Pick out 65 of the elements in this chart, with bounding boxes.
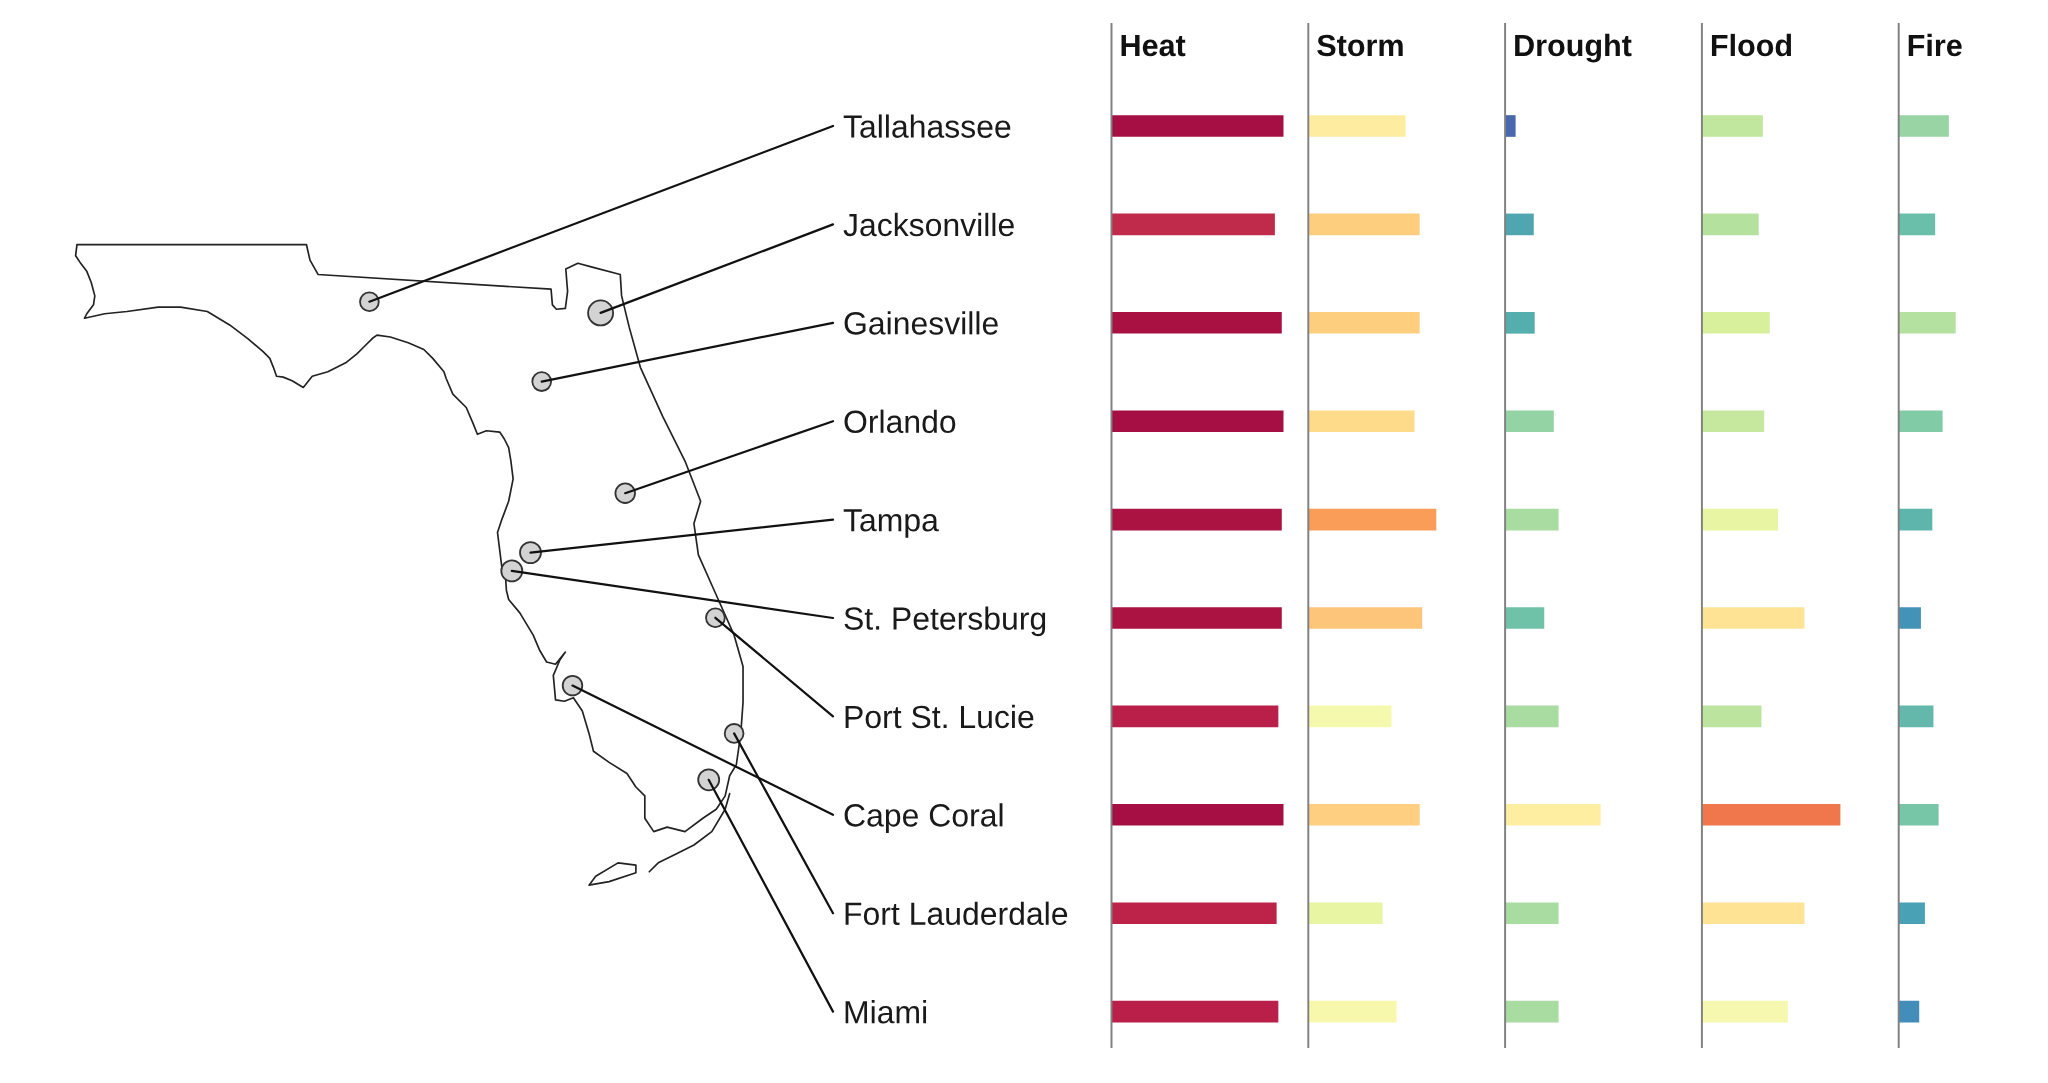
bar <box>1898 902 1925 925</box>
bar <box>1308 1000 1397 1023</box>
bar <box>1308 508 1437 531</box>
bar <box>1505 803 1601 826</box>
chart-title: Heat <box>1121 34 1186 57</box>
bar <box>1701 115 1763 137</box>
y-tick-label: Gainesville <box>844 311 998 335</box>
bar <box>1701 311 1770 334</box>
bar <box>1308 803 1420 826</box>
bar <box>1505 705 1559 728</box>
y-tick-label: Port St. Lucie <box>845 704 1034 729</box>
y-tick-label: St. Petersburg <box>844 606 1046 637</box>
bar <box>1898 1000 1920 1023</box>
bar <box>1701 410 1765 433</box>
bar <box>1308 115 1406 137</box>
bar <box>1898 705 1934 728</box>
bar <box>1898 213 1936 236</box>
bar <box>1505 1000 1559 1023</box>
y-tick-label: Miami <box>845 1000 927 1024</box>
bar <box>1111 902 1277 925</box>
bar <box>1701 803 1841 826</box>
bar <box>1701 607 1805 629</box>
bar <box>1111 705 1279 728</box>
y-tick-label: Orlando <box>844 409 956 434</box>
bar <box>1505 311 1535 334</box>
bar <box>1701 705 1762 728</box>
bar <box>1111 1000 1279 1023</box>
bar <box>1308 902 1383 925</box>
bar <box>1308 213 1420 236</box>
bar <box>1505 607 1545 629</box>
bar <box>1111 508 1282 531</box>
bar <box>1111 115 1284 137</box>
bar <box>1701 1000 1788 1023</box>
y-tick-label: Jacksonville <box>843 212 1014 237</box>
bar <box>1505 508 1559 531</box>
bar <box>1898 803 1939 826</box>
bar <box>1308 311 1420 334</box>
bar <box>1111 213 1275 236</box>
bar <box>1898 508 1933 531</box>
chart-title: Flood <box>1711 33 1792 57</box>
bar <box>1898 607 1921 629</box>
bar <box>1898 115 1949 137</box>
chart-title: Storm <box>1317 34 1403 57</box>
y-tick-label: Tallahassee <box>843 114 1011 138</box>
bar <box>1308 410 1415 433</box>
bar <box>1505 410 1554 433</box>
bar <box>1701 902 1805 925</box>
bar <box>1701 213 1759 236</box>
y-tick-label: Fort Lauderdale <box>845 901 1068 926</box>
bar <box>1111 410 1284 433</box>
bar <box>1111 607 1282 629</box>
bar <box>1898 410 1943 433</box>
bar <box>1308 607 1423 629</box>
bar <box>1505 902 1559 925</box>
bar <box>1701 508 1779 531</box>
chart-title: Drought <box>1515 33 1632 63</box>
y-tick-label: Cape Coral <box>844 803 1003 833</box>
bar <box>1111 311 1282 334</box>
chart-title: Fire <box>1908 33 1962 57</box>
bar <box>1505 213 1534 236</box>
bar <box>1308 705 1392 728</box>
bar <box>1111 803 1284 826</box>
bar <box>1505 115 1516 137</box>
bar <box>1898 311 1956 334</box>
y-tick-label: Tampa <box>843 509 939 538</box>
